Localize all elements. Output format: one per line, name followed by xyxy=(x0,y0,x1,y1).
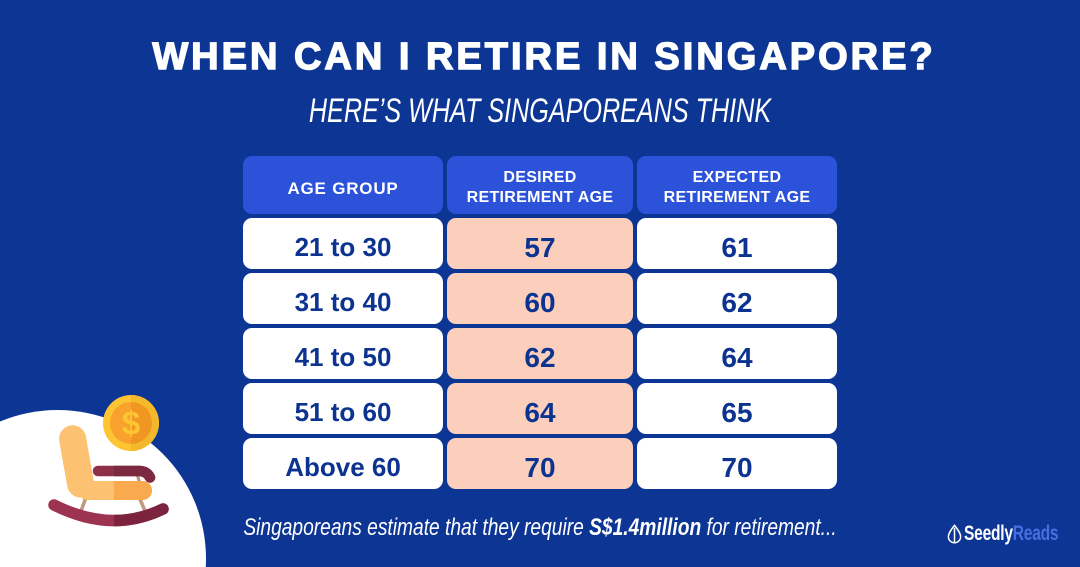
svg-text:$: $ xyxy=(122,405,140,442)
